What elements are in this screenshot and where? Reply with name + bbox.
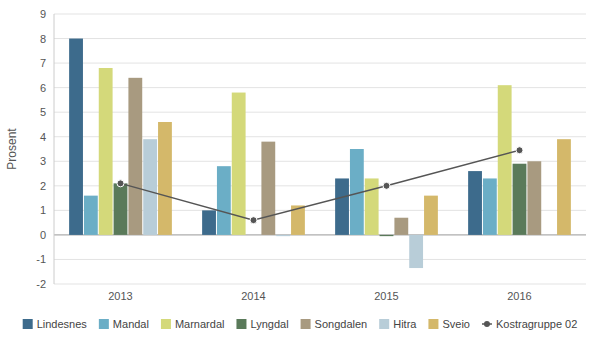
bar-series xyxy=(99,68,512,235)
y-tick-label: -1 xyxy=(36,253,46,265)
bar xyxy=(380,235,394,236)
y-tick-label: 6 xyxy=(40,82,46,94)
bar xyxy=(84,196,98,235)
bar xyxy=(483,178,497,234)
bar xyxy=(276,235,290,236)
bar xyxy=(498,85,512,235)
grid-line xyxy=(54,284,586,285)
grid-line xyxy=(54,63,586,64)
bar xyxy=(69,39,83,235)
legend-label: Songdalen xyxy=(315,318,368,330)
bar xyxy=(365,178,379,234)
x-tick-label: 2015 xyxy=(374,290,398,302)
y-tick-label: 8 xyxy=(40,33,46,45)
bar xyxy=(128,78,142,235)
y-axis-line xyxy=(54,14,55,284)
y-tick-label: 5 xyxy=(40,106,46,118)
bar-series xyxy=(128,78,541,235)
bar xyxy=(468,171,482,235)
y-tick-label: 2 xyxy=(40,180,46,192)
line-marker xyxy=(383,182,390,189)
legend-item: Kostragruppe 02 xyxy=(482,318,577,330)
x-tick-labels: 2013 2014 2015 2016 xyxy=(108,290,531,302)
legend-swatch xyxy=(236,319,246,329)
y-tick-label: -2 xyxy=(36,278,46,290)
legend-label: Lindesnes xyxy=(37,318,88,330)
y-grid xyxy=(54,14,586,284)
bar xyxy=(261,142,275,235)
y-tick-label: 9 xyxy=(40,8,46,20)
legend-item: Hitra xyxy=(379,318,417,330)
bar xyxy=(424,196,438,235)
line-marker xyxy=(516,147,523,154)
bar-series xyxy=(158,122,571,235)
line-marker xyxy=(117,180,124,187)
line-series xyxy=(117,147,523,224)
legend-item: Sveio xyxy=(428,318,470,330)
y-axis-title: Prosent xyxy=(5,128,19,170)
y-tick-label: 0 xyxy=(40,229,46,241)
line-marker xyxy=(250,217,257,224)
bar xyxy=(158,122,172,235)
legend-swatch xyxy=(161,319,171,329)
bar-series xyxy=(69,39,482,235)
legend-swatch xyxy=(23,319,33,329)
legend: Lindesnes Mandal Marnardal Lyngdal Songdalen… xyxy=(23,318,578,330)
bar-series xyxy=(114,164,527,236)
legend-label: Lyngdal xyxy=(250,318,288,330)
y-tick-labels: -2 -1 0 1 2 3 4 5 6 7 8 9 xyxy=(36,8,46,290)
grid-line xyxy=(54,259,586,260)
legend-label: Marnardal xyxy=(175,318,225,330)
bar xyxy=(232,93,246,235)
y-tick-label: 4 xyxy=(40,131,46,143)
line xyxy=(121,150,520,220)
bar xyxy=(557,139,571,235)
grid-line xyxy=(54,14,586,15)
legend-swatch xyxy=(99,319,109,329)
bar xyxy=(114,183,128,235)
legend-swatch xyxy=(428,319,438,329)
legend-item: Marnardal xyxy=(161,318,225,330)
x-tick-label: 2016 xyxy=(507,290,531,302)
legend-item: Lindesnes xyxy=(23,318,88,330)
chart-container: Lindesnes Mandal Marnardal Lyngdal Songdalen… xyxy=(0,0,600,338)
bar xyxy=(143,139,157,235)
legend-item: Mandal xyxy=(99,318,149,330)
bar xyxy=(202,210,216,235)
legend-swatch xyxy=(379,319,389,329)
bar xyxy=(513,164,527,235)
legend-label: Mandal xyxy=(113,318,149,330)
bar xyxy=(542,234,556,235)
legend-label: Sveio xyxy=(442,318,470,330)
bar xyxy=(217,166,231,235)
bar xyxy=(99,68,113,235)
bar xyxy=(335,178,349,234)
legend-swatch-marker xyxy=(484,321,490,327)
bar-series xyxy=(143,139,423,268)
legend-swatch xyxy=(482,321,492,327)
grid-line xyxy=(54,38,586,39)
bar xyxy=(394,218,408,235)
bar xyxy=(409,235,423,268)
chart-svg: Lindesnes Mandal Marnardal Lyngdal Songdalen… xyxy=(0,0,600,338)
y-tick-label: 1 xyxy=(40,204,46,216)
legend-swatch xyxy=(301,319,311,329)
y-tick-label: 7 xyxy=(40,57,46,69)
bar xyxy=(527,161,541,235)
x-tick-label: 2014 xyxy=(241,290,265,302)
legend-item: Lyngdal xyxy=(236,318,288,330)
x-tick-label: 2013 xyxy=(108,290,132,302)
y-tick-label: 3 xyxy=(40,155,46,167)
legend-label: Hitra xyxy=(393,318,417,330)
legend-item: Songdalen xyxy=(301,318,368,330)
plot-marks xyxy=(69,39,571,268)
legend-label: Kostragruppe 02 xyxy=(496,318,577,330)
bar xyxy=(247,234,261,235)
